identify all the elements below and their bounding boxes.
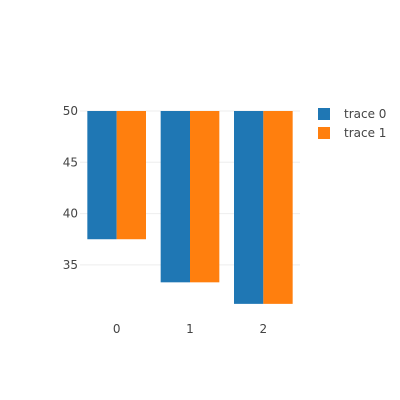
x-tick-label: 2 bbox=[260, 322, 268, 336]
bar-trace-1-1[interactable] bbox=[190, 111, 220, 283]
legend-swatch bbox=[318, 108, 330, 120]
legend-item-trace-1[interactable]: trace 1 bbox=[318, 126, 386, 140]
y-tick-label: 50 bbox=[63, 104, 78, 118]
x-axis: 0 1 2 bbox=[113, 322, 267, 336]
legend[interactable]: trace 0 trace 1 bbox=[318, 107, 386, 140]
legend-label: trace 0 bbox=[344, 107, 386, 121]
bar-trace-1-0[interactable] bbox=[116, 111, 146, 240]
y-tick-label: 35 bbox=[63, 258, 78, 272]
legend-item-trace-0[interactable]: trace 0 bbox=[318, 107, 386, 121]
bar-trace-0-2[interactable] bbox=[234, 111, 264, 304]
bar-trace-1-2[interactable] bbox=[263, 111, 293, 304]
x-tick-label: 1 bbox=[186, 322, 194, 336]
legend-label: trace 1 bbox=[344, 126, 386, 140]
y-tick-label: 40 bbox=[63, 207, 78, 221]
y-axis: 35 40 45 50 bbox=[63, 104, 78, 272]
x-tick-label: 0 bbox=[113, 322, 121, 336]
bars bbox=[87, 111, 293, 304]
legend-swatch bbox=[318, 127, 330, 139]
bar-trace-0-1[interactable] bbox=[160, 111, 190, 283]
bar-trace-0-0[interactable] bbox=[87, 111, 117, 240]
y-tick-label: 45 bbox=[63, 155, 78, 169]
